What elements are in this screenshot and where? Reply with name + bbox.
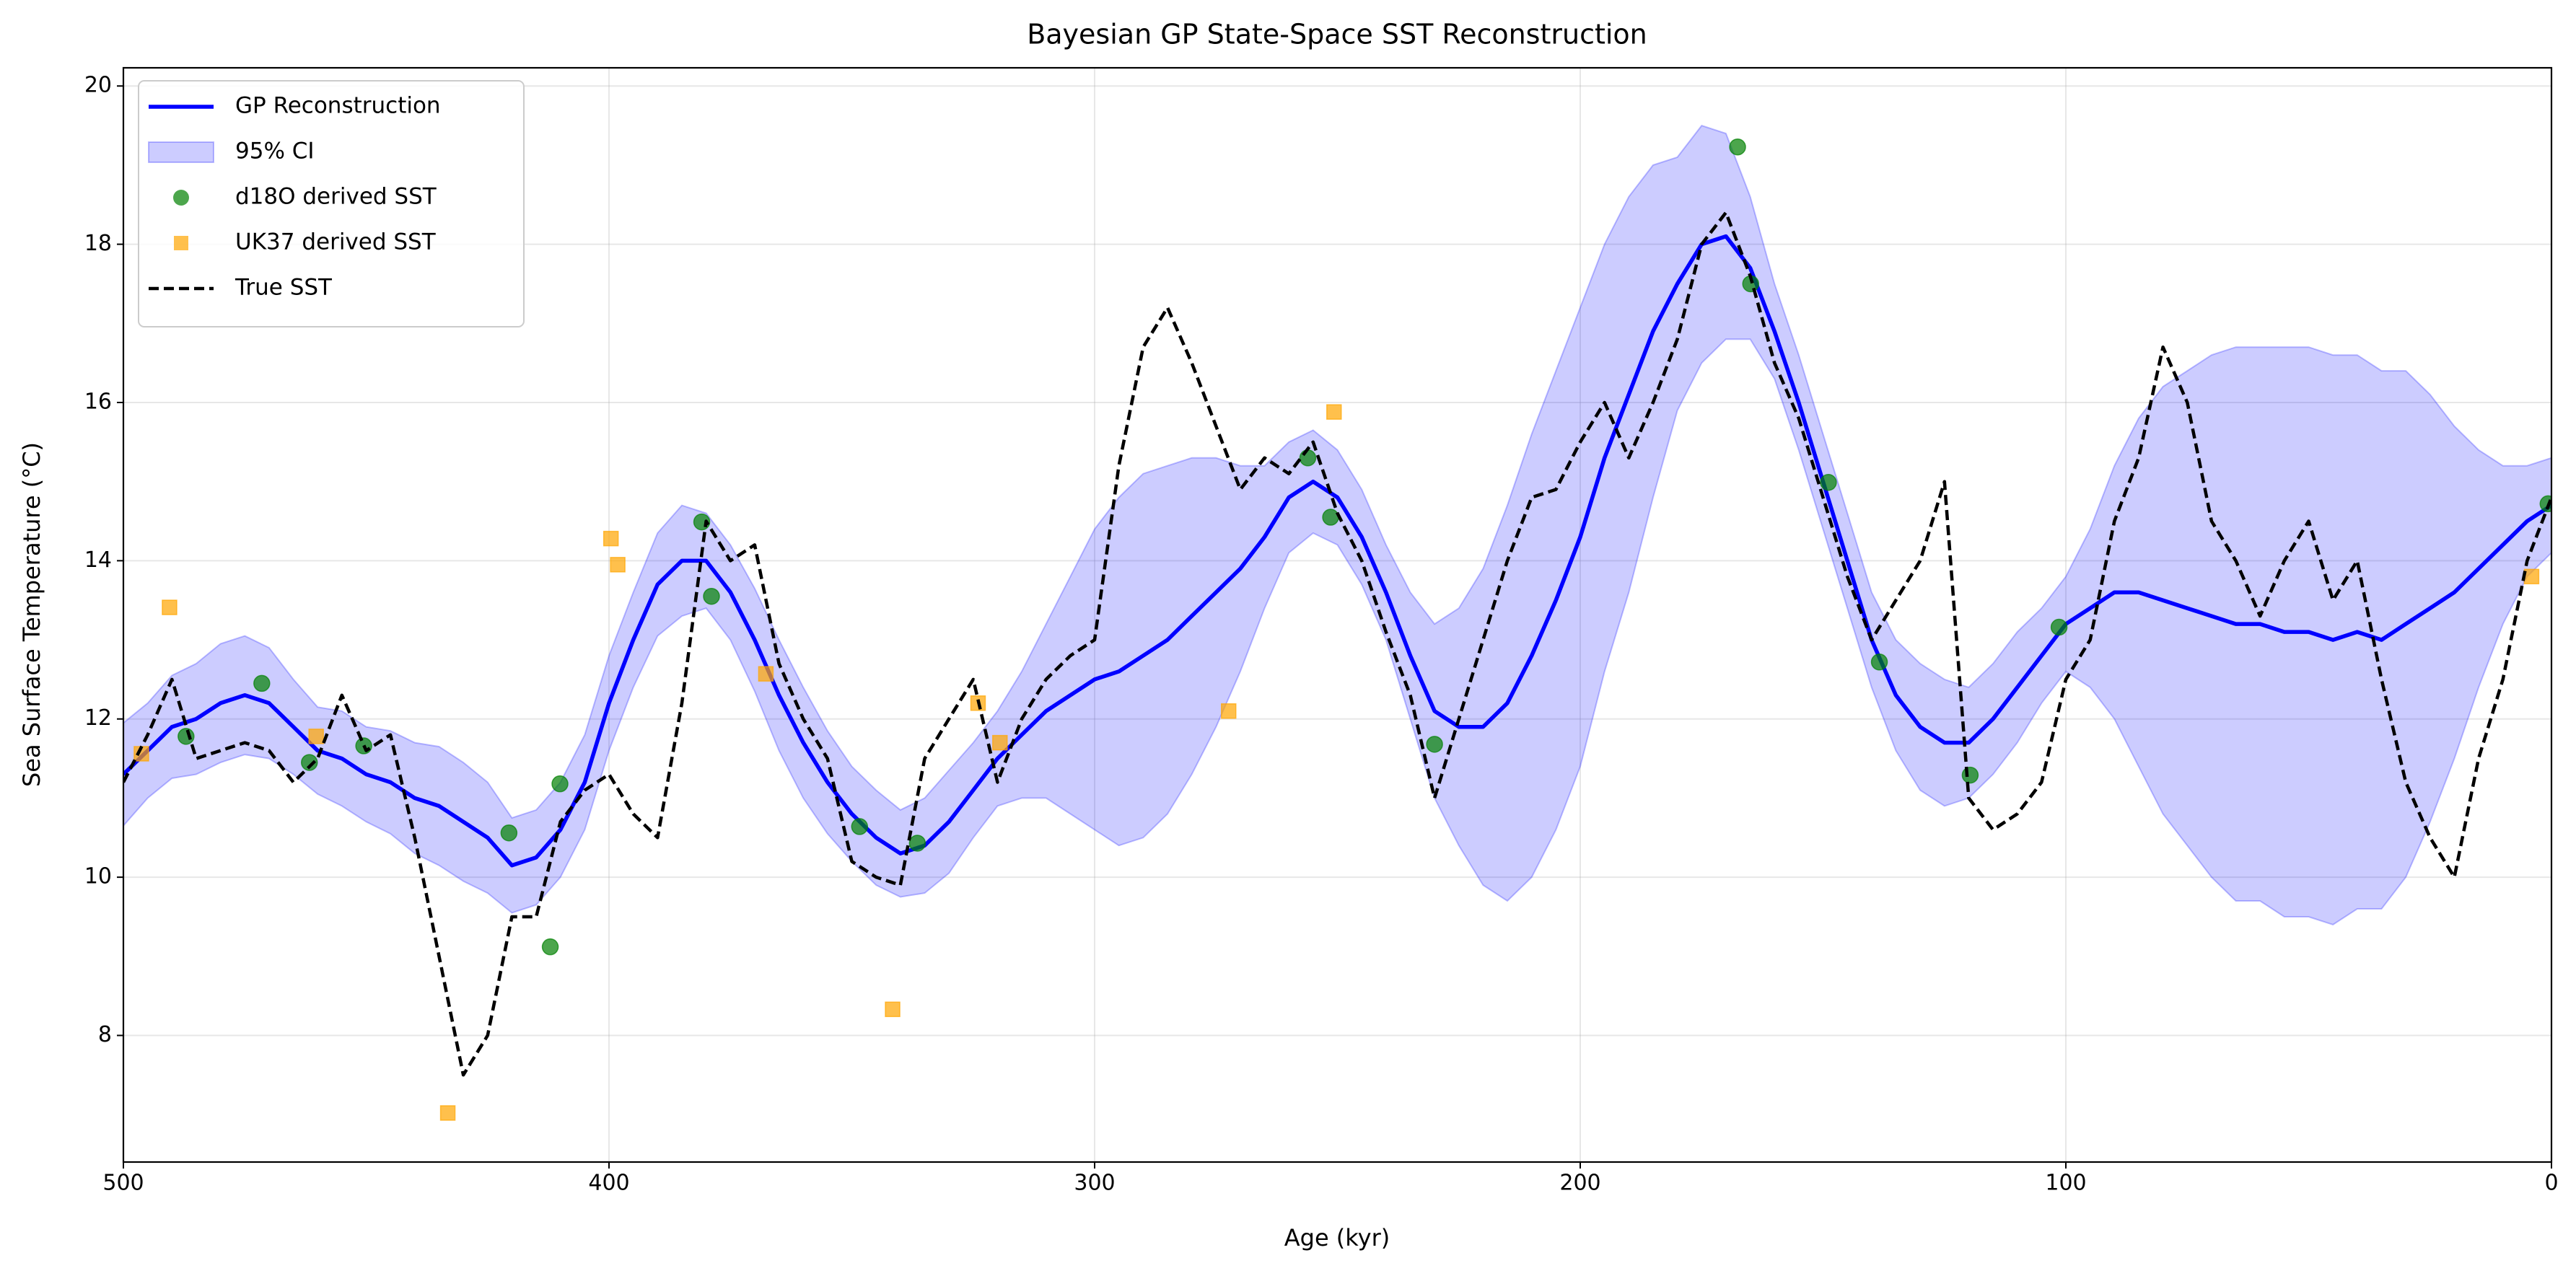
legend-label: GP Reconstruction [235, 93, 441, 119]
x-tick-label: 300 [1074, 1171, 1115, 1196]
x-tick-label: 0 [2544, 1171, 2558, 1196]
scatter-point [500, 824, 518, 842]
y-tick-label: 20 [84, 73, 112, 98]
scatter-point [551, 775, 569, 793]
scatter-square [885, 1001, 901, 1018]
true-line [123, 211, 2551, 1077]
plot-area [123, 68, 2551, 1162]
y-tick-label: 8 [98, 1022, 112, 1047]
scatter-point [1820, 474, 1837, 491]
scatter-point [1961, 766, 1979, 784]
legend-swatch [174, 236, 188, 250]
scatter-square [162, 599, 178, 615]
y-tick-label: 12 [84, 705, 112, 731]
scatter-point [301, 754, 318, 771]
legend-swatch [173, 190, 189, 206]
scatter-point [2050, 618, 2068, 636]
legend-label: UK37 derived SST [235, 229, 437, 255]
legend: GP Reconstruction 95% CI d18O derived SST U… [138, 80, 525, 327]
scatter-square [603, 530, 619, 547]
legend-label: True SST [235, 275, 333, 301]
chart-title: Bayesian GP State-Space SST Reconstructi… [1027, 19, 1647, 50]
scatter-point [1870, 654, 1888, 671]
legend-label: 95% CI [235, 138, 315, 164]
axes-frame [122, 66, 2553, 1163]
legend-box [138, 80, 525, 327]
scatter-square [1220, 703, 1237, 719]
scatter-square [610, 557, 626, 573]
scatter-point [1299, 449, 1317, 467]
scatter-point [253, 674, 271, 692]
legend-swatch [148, 141, 214, 163]
scatter-point [541, 938, 559, 956]
confidence-band [123, 124, 2551, 925]
y-tick-label: 16 [84, 389, 112, 414]
scatter-square [1326, 404, 1342, 420]
scatter-point [1729, 138, 1746, 156]
x-tick-label: 100 [2045, 1171, 2086, 1196]
y-tick-label: 10 [84, 864, 112, 889]
y-axis-label: Sea Surface Temperature (°C) [18, 442, 45, 787]
scatter-square [308, 729, 324, 744]
x-tick-label: 400 [588, 1171, 629, 1196]
scatter-point [178, 728, 195, 745]
scatter-square [758, 666, 774, 682]
y-tick-label: 18 [84, 231, 112, 256]
y-tick-label: 14 [84, 547, 112, 573]
scatter-square [992, 734, 1008, 751]
scatter-point [703, 587, 720, 605]
scatter-square [439, 1105, 456, 1121]
scatter-point [851, 818, 869, 835]
scatter-point [1426, 736, 1443, 753]
legend-label: d18O derived SST [235, 184, 437, 210]
scatter-point [1322, 509, 1339, 526]
x-axis-label: Age (kyr) [1284, 1224, 1390, 1251]
x-tick-label: 500 [102, 1171, 144, 1196]
x-tick-label: 200 [1559, 1171, 1600, 1196]
scatter-point [908, 835, 926, 852]
reconstruction-line [123, 234, 2551, 868]
